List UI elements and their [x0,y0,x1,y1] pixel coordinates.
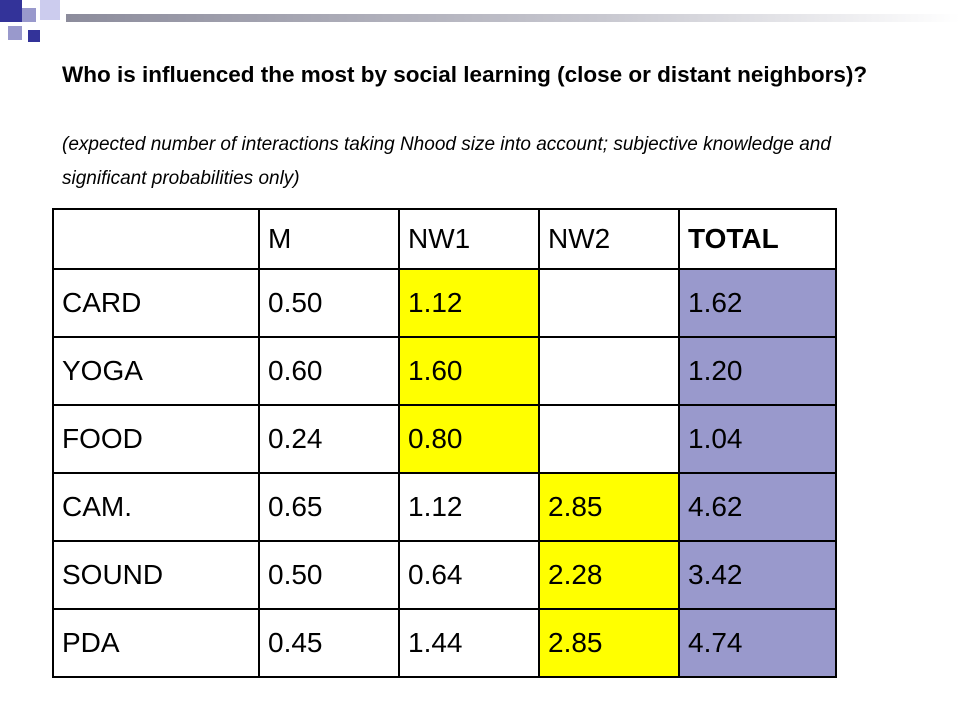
cell: 0.24 [258,404,400,474]
row: PDA 0.45 1.44 2.85 4.74 [52,608,837,678]
title: Who is influenced the most by social lea… [62,62,868,87]
cell: 0.65 [258,472,400,542]
subtitle: (expected number of interactions taking … [62,134,831,189]
header-row: M NW1 NW2 TOTAL [52,208,837,270]
row: FOOD 0.24 0.80 1.04 [52,404,837,474]
cell: 0.64 [398,540,540,610]
cell: 0.60 [258,336,400,406]
cell: 2.85 [538,472,680,542]
cell: SOUND [52,540,260,610]
header-cell: NW2 [538,208,680,270]
cell: 1.44 [398,608,540,678]
row: CARD 0.50 1.12 1.62 [52,268,837,338]
decor-square [28,30,40,42]
cell: FOOD [52,404,260,474]
cell: 1.62 [678,268,837,338]
cell: 4.74 [678,608,837,678]
row: YOGA 0.60 1.60 1.20 [52,336,837,406]
decor-square [22,8,36,22]
cell: 1.12 [398,472,540,542]
cell: 0.50 [258,540,400,610]
header-cell: M [258,208,400,270]
cell: 0.45 [258,608,400,678]
cell [538,336,680,406]
cell: 1.04 [678,404,837,474]
decor-square [40,0,60,20]
cell [538,268,680,338]
cell: 4.62 [678,472,837,542]
cell: 0.80 [398,404,540,474]
header-cell: NW1 [398,208,540,270]
cell: PDA [52,608,260,678]
cell: 3.42 [678,540,837,610]
cell: CARD [52,268,260,338]
row: SOUND 0.50 0.64 2.28 3.42 [52,540,837,610]
header-cell: TOTAL [678,208,837,270]
decor-bar [66,14,960,22]
cell: 1.20 [678,336,837,406]
cell [538,404,680,474]
cell: 2.85 [538,608,680,678]
decor-square [0,0,22,22]
cell: 2.28 [538,540,680,610]
data-table: M NW1 NW2 TOTAL CARD 0.50 1.12 1.62 YOGA… [52,208,837,678]
header-cell [52,208,260,270]
row: CAM. 0.65 1.12 2.85 4.62 [52,472,837,542]
cell: YOGA [52,336,260,406]
decor-square [8,26,22,40]
cell: 1.12 [398,268,540,338]
cell: 0.50 [258,268,400,338]
cell: CAM. [52,472,260,542]
cell: 1.60 [398,336,540,406]
